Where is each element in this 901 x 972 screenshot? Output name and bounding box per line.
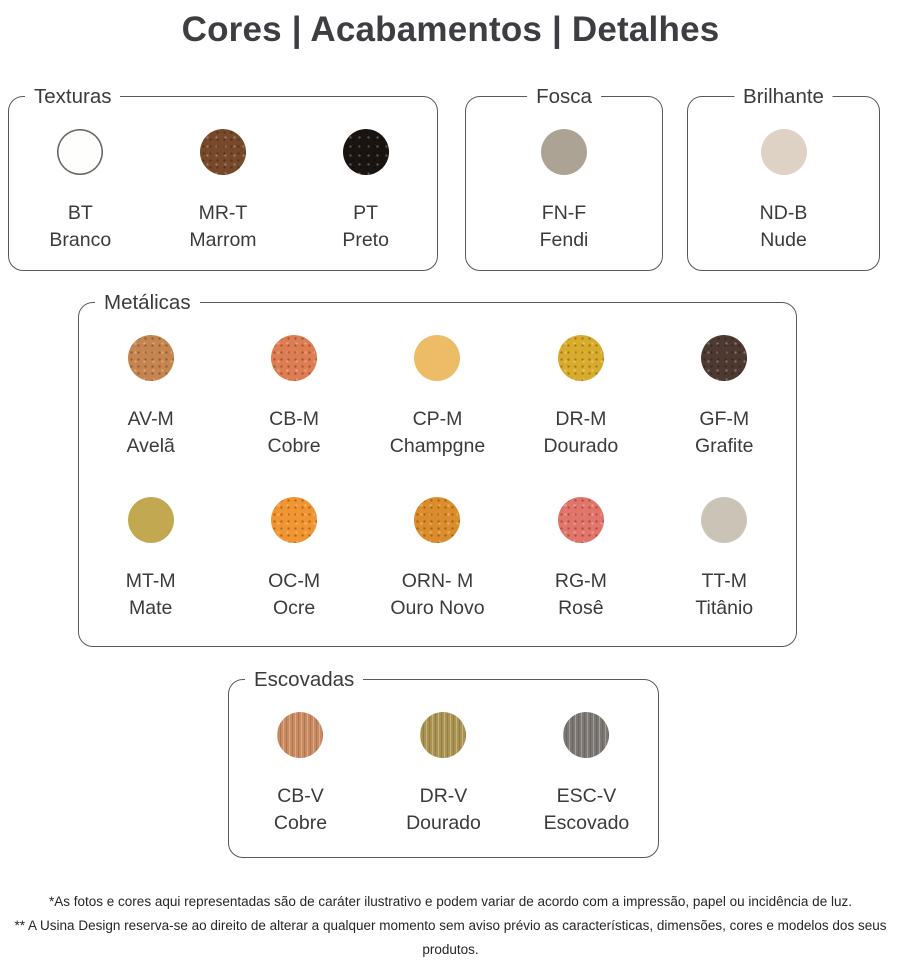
color-swatch-dot bbox=[760, 129, 807, 175]
color-swatch-dot bbox=[127, 497, 174, 543]
section-label: Metálicas bbox=[95, 288, 200, 317]
swatch-grid: CB-V Cobre DR-V Dourado ESC-V Escovado bbox=[229, 680, 658, 838]
swatch-code: DR-M bbox=[555, 408, 607, 430]
color-swatch-dot bbox=[701, 497, 748, 543]
swatch-name: Cobre bbox=[267, 435, 321, 457]
swatch-code: ND-B bbox=[759, 202, 808, 224]
swatch-name: Mate bbox=[129, 597, 173, 619]
swatch-code: BT bbox=[67, 202, 93, 224]
swatch-grid: AV-M Avelã CB-M Cobre CP-M Champgne DR-M… bbox=[79, 303, 796, 623]
swatch-code: MR-T bbox=[198, 202, 248, 224]
section-brilhante: Brilhante ND-B Nude bbox=[687, 82, 880, 271]
color-swatch-dot bbox=[271, 335, 318, 381]
swatch-code: FN-F bbox=[541, 202, 587, 224]
color-swatch-dot bbox=[127, 335, 174, 381]
swatch-name: Ouro Novo bbox=[390, 597, 485, 619]
swatch-name: Preto bbox=[342, 229, 389, 251]
color-swatch-dot bbox=[57, 129, 104, 175]
swatch-cb-v: CB-V Cobre bbox=[229, 712, 372, 838]
swatch-name: Grafite bbox=[694, 435, 754, 457]
swatch-mt-m: MT-M Mate bbox=[79, 497, 222, 623]
section-metalicas: Metálicas AV-M Avelã CB-M Cobre CP-M Cha… bbox=[78, 288, 797, 647]
swatch-name: Ocre bbox=[272, 597, 316, 619]
footnote-illustrative: *As fotos e cores aqui representadas são… bbox=[49, 894, 852, 909]
footnote-rights: ** A Usina Design reserva-se ao direito … bbox=[14, 918, 887, 957]
swatch-gf-m: GF-M Grafite bbox=[653, 335, 796, 461]
section-label: Fosca bbox=[527, 82, 601, 111]
color-swatch-dot bbox=[557, 335, 604, 381]
color-swatch-dot bbox=[271, 497, 318, 543]
swatch-tt-m: TT-M Titânio bbox=[653, 497, 796, 623]
swatch-name: Dourado bbox=[543, 435, 619, 457]
swatch-grid: ND-B Nude bbox=[688, 97, 879, 255]
swatch-bt: BT Branco bbox=[9, 129, 152, 255]
swatch-av-m: AV-M Avelã bbox=[79, 335, 222, 461]
swatch-name: Rosê bbox=[558, 597, 604, 619]
swatch-code: CB-V bbox=[277, 785, 324, 807]
swatch-code: ORN- M bbox=[401, 570, 474, 592]
color-swatch-dot bbox=[277, 712, 324, 758]
swatch-code: CP-M bbox=[412, 408, 463, 430]
swatch-nd-b: ND-B Nude bbox=[688, 129, 879, 255]
swatch-code: DR-V bbox=[419, 785, 468, 807]
swatch-orn-m: ORN- M Ouro Novo bbox=[366, 497, 509, 623]
swatch-name: Avelã bbox=[126, 435, 175, 457]
swatch-name: Titânio bbox=[695, 597, 754, 619]
swatch-code: RG-M bbox=[554, 570, 607, 592]
swatch-name: Branco bbox=[49, 229, 112, 251]
color-swatch-dot bbox=[342, 129, 389, 175]
swatch-cp-m: CP-M Champgne bbox=[366, 335, 509, 461]
swatch-pt: PT Preto bbox=[294, 129, 437, 255]
swatch-code: GF-M bbox=[699, 408, 750, 430]
swatch-name: Nude bbox=[760, 229, 807, 251]
color-swatch-dot bbox=[563, 712, 610, 758]
swatch-code: TT-M bbox=[701, 570, 747, 592]
swatch-name: Fendi bbox=[539, 229, 589, 251]
swatch-code: PT bbox=[353, 202, 379, 224]
section-texturas: Texturas BT Branco MR-T Marrom PT Preto bbox=[8, 82, 438, 271]
footnotes: *As fotos e cores aqui representadas são… bbox=[0, 890, 901, 962]
swatch-mr-t: MR-T Marrom bbox=[152, 129, 295, 255]
section-label: Texturas bbox=[25, 82, 121, 111]
color-swatch-dot bbox=[557, 497, 604, 543]
swatch-name: Escovado bbox=[543, 812, 630, 834]
swatch-dr-m: DR-M Dourado bbox=[509, 335, 652, 461]
section-label: Escovadas bbox=[245, 665, 364, 694]
swatch-grid: BT Branco MR-T Marrom PT Preto bbox=[9, 97, 437, 255]
page-title: Cores | Acabamentos | Detalhes bbox=[181, 10, 720, 49]
swatch-name: Dourado bbox=[406, 812, 481, 834]
swatch-code: CB-M bbox=[269, 408, 319, 430]
swatch-code: AV-M bbox=[127, 408, 174, 430]
swatch-code: OC-M bbox=[268, 570, 321, 592]
color-swatch-dot bbox=[414, 497, 461, 543]
swatch-fn-f: FN-F Fendi bbox=[466, 129, 662, 255]
swatch-name: Cobre bbox=[273, 812, 328, 834]
swatch-name: Champgne bbox=[389, 435, 486, 457]
swatch-code: MT-M bbox=[125, 570, 176, 592]
swatch-rg-m: RG-M Rosê bbox=[509, 497, 652, 623]
swatch-code: ESC-V bbox=[556, 785, 617, 807]
color-swatch-dot bbox=[414, 335, 461, 381]
color-swatch-dot bbox=[420, 712, 467, 758]
swatch-dr-v: DR-V Dourado bbox=[372, 712, 515, 838]
section-escovadas: Escovadas CB-V Cobre DR-V Dourado ESC-V … bbox=[228, 665, 659, 858]
section-fosca: Fosca FN-F Fendi bbox=[465, 82, 663, 271]
section-label: Brilhante bbox=[734, 82, 833, 111]
color-swatch-dot bbox=[701, 335, 748, 381]
swatch-cb-m: CB-M Cobre bbox=[222, 335, 365, 461]
swatch-name: Marrom bbox=[189, 229, 257, 251]
swatch-esc-v: ESC-V Escovado bbox=[515, 712, 658, 838]
swatch-oc-m: OC-M Ocre bbox=[222, 497, 365, 623]
color-swatch-dot bbox=[199, 129, 246, 175]
color-swatch-dot bbox=[541, 129, 587, 175]
swatch-grid: FN-F Fendi bbox=[466, 97, 662, 255]
